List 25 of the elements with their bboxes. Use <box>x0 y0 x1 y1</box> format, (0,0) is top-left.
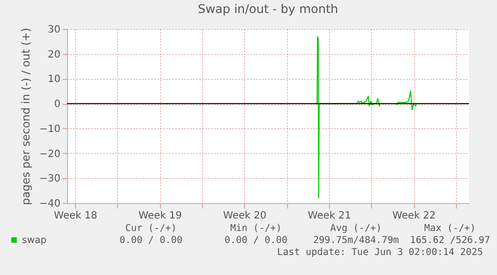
y-tick-label: 20 <box>48 49 60 60</box>
text: Cur (-/+) <box>125 223 177 234</box>
chart-title: Swap in/out - by month <box>198 2 338 16</box>
text: Min (-/+) <box>230 223 282 234</box>
text: 0.00 / 0.00 <box>120 235 183 246</box>
y-tick-label: −10 <box>39 124 60 135</box>
x-tick-label: Week 21 <box>308 210 352 222</box>
text: Avg (-/+) <box>330 223 382 234</box>
text: Last update: Tue Jun 3 02:00:14 2025 <box>277 247 483 258</box>
x-tick-label: Week 19 <box>138 210 182 222</box>
x-tick-label: Week 18 <box>54 210 98 222</box>
y-tick-label: −30 <box>39 174 60 185</box>
y-tick-label: −20 <box>39 148 60 160</box>
y-tick-label: 30 <box>48 24 60 36</box>
text: 0.00 / 0.00 <box>224 235 288 246</box>
y-tick-label: 10 <box>48 74 60 86</box>
text: 165.62 /526.97 <box>410 235 490 246</box>
y-tick-label: −40 <box>39 198 60 210</box>
text: 299.75m/484.79m <box>313 235 400 246</box>
x-tick-label: Week 20 <box>223 210 266 222</box>
text: Max (-/+) <box>424 223 476 234</box>
y-tick-label: 0 <box>54 99 60 110</box>
y-axis-title: pages per second in (-) / out (+) <box>19 28 32 206</box>
x-tick-label: Week 22 <box>392 210 436 222</box>
legend-label: swap <box>22 235 47 246</box>
